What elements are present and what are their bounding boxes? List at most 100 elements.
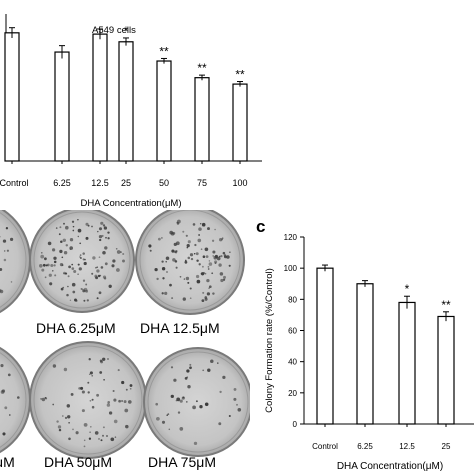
colony-dot [202, 291, 205, 294]
colony-dot [53, 264, 56, 267]
colony-dot [189, 363, 192, 366]
colony-dot [206, 278, 210, 283]
colony-dot [121, 399, 124, 403]
colony-dot [127, 400, 132, 404]
colony-dot [148, 244, 152, 248]
colony-dot [213, 255, 218, 260]
colony-dot [190, 257, 194, 261]
y-tick-label-c-1: 20 [288, 389, 297, 398]
x-tick-label-6: 100 [232, 178, 247, 188]
colony-dot [108, 284, 112, 288]
colony-dot [63, 367, 68, 372]
colony-dot [98, 227, 103, 231]
colony-dot [51, 248, 56, 252]
colony-dot [44, 257, 47, 261]
colony-dot [195, 252, 199, 256]
colony-dot [171, 249, 175, 253]
colony-dot [47, 241, 52, 246]
colony-dot [80, 386, 84, 390]
colony-dot [91, 374, 94, 377]
colony-dot [192, 405, 196, 410]
dish-caption-cropped: μM [0, 454, 15, 470]
colony-dot [73, 269, 77, 274]
colony-dot [72, 225, 75, 228]
x-axis-label: DHA Concentration(μM) [80, 198, 181, 209]
colony-dot [16, 396, 20, 399]
colony-dot [179, 427, 184, 431]
colony-dot [6, 249, 9, 252]
colony-dot [103, 378, 105, 381]
colony-dot [71, 282, 76, 287]
colony-dot [121, 380, 125, 385]
colony-dot [105, 236, 107, 239]
petri-dish-rim-2 [139, 210, 241, 311]
colony-dot [83, 287, 88, 292]
colony-dot [81, 390, 85, 394]
y-tick-label-c-4: 80 [288, 295, 297, 304]
colony-dot [182, 396, 185, 399]
colony-dot [199, 405, 203, 409]
colony-dot [69, 299, 72, 302]
colony-dot [223, 275, 226, 279]
colony-dot [10, 281, 13, 283]
colony-dot [2, 432, 6, 436]
colony-dot [61, 264, 64, 267]
colony-dot [219, 272, 224, 276]
colony-dot [205, 255, 209, 258]
chart-title: A549 cells [92, 25, 136, 36]
colony-dot [200, 272, 203, 275]
petri-dish-1 [29, 210, 135, 313]
colony-dot [77, 235, 80, 238]
significance-c-2: * [405, 282, 410, 296]
colony-dot [172, 231, 176, 235]
colony-dot [102, 224, 106, 227]
x-tick-label-3: 25 [121, 178, 131, 188]
colony-dot [75, 431, 79, 435]
colony-dot [40, 398, 42, 400]
colony-dot [161, 420, 166, 424]
colony-dot [85, 283, 88, 286]
colony-dot [104, 262, 108, 266]
colony-dot [60, 287, 64, 291]
bar-c-1 [356, 283, 374, 425]
colony-dot [67, 275, 70, 278]
x-tick-label-c-3: 25 [442, 442, 451, 451]
colony-dot [113, 419, 118, 424]
colony-dot [193, 441, 198, 446]
colony-dot [207, 368, 211, 372]
colony-dot [8, 414, 11, 416]
colony-dot [55, 227, 58, 229]
colony-dot [169, 283, 172, 287]
significance-3: * [124, 24, 129, 38]
colony-dot [219, 390, 222, 394]
colony-dot [176, 397, 181, 402]
bar-2 [92, 33, 108, 162]
colony-dot [198, 263, 201, 266]
colony-dot [77, 263, 80, 266]
colony-dot [110, 437, 115, 442]
colony-dot [71, 267, 75, 270]
colony-dot [0, 288, 2, 293]
colony-dot [208, 287, 210, 290]
colony-dot [208, 260, 211, 262]
colony-dot [218, 255, 221, 258]
colony-dot [168, 428, 171, 431]
colony-dot [123, 400, 127, 404]
colony-dot [204, 297, 208, 301]
colony-dot [198, 227, 202, 231]
colony-dot [86, 299, 89, 302]
colony-dot [186, 369, 190, 373]
colony-dot [96, 297, 99, 300]
colony-dot [95, 266, 97, 269]
bar-c-0 [316, 267, 334, 425]
colony-dot [183, 278, 186, 280]
colony-dot [83, 445, 86, 448]
colony-dot [228, 414, 231, 418]
x-tick-label-c-0: Control [312, 442, 338, 451]
colony-dot [204, 272, 207, 275]
colony-dot [75, 299, 78, 303]
colony-dot [44, 276, 47, 279]
y-tick-label-c-3: 60 [288, 327, 297, 336]
petri-dish-2 [135, 210, 245, 315]
colony-dot [122, 259, 125, 263]
